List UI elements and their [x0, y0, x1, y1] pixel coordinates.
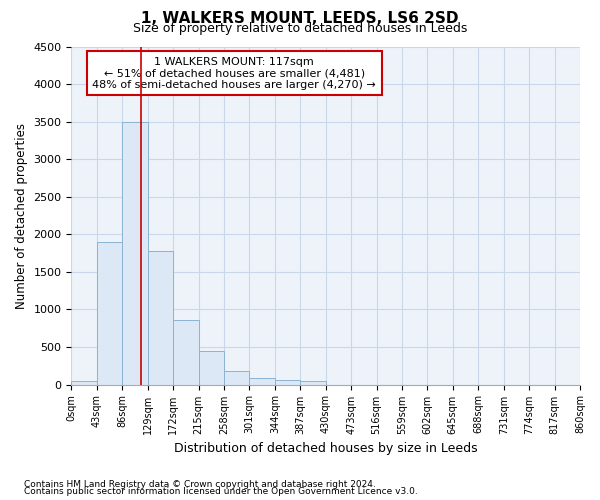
Bar [122, 122, 148, 384]
Text: 1, WALKERS MOUNT, LEEDS, LS6 2SD: 1, WALKERS MOUNT, LEEDS, LS6 2SD [141, 11, 459, 26]
Text: 1 WALKERS MOUNT: 117sqm
← 51% of detached houses are smaller (4,481)
48% of semi: 1 WALKERS MOUNT: 117sqm ← 51% of detache… [92, 56, 376, 90]
Bar [71, 381, 97, 384]
X-axis label: Distribution of detached houses by size in Leeds: Distribution of detached houses by size … [174, 442, 478, 455]
Bar [250, 378, 275, 384]
Bar [300, 381, 326, 384]
Bar [224, 372, 250, 384]
Text: Size of property relative to detached houses in Leeds: Size of property relative to detached ho… [133, 22, 467, 35]
Y-axis label: Number of detached properties: Number of detached properties [15, 122, 28, 308]
Text: Contains HM Land Registry data © Crown copyright and database right 2024.: Contains HM Land Registry data © Crown c… [24, 480, 376, 489]
Bar [97, 242, 122, 384]
Bar [173, 320, 199, 384]
Bar [148, 251, 173, 384]
Bar [275, 380, 300, 384]
Text: Contains public sector information licensed under the Open Government Licence v3: Contains public sector information licen… [24, 487, 418, 496]
Bar [199, 351, 224, 384]
